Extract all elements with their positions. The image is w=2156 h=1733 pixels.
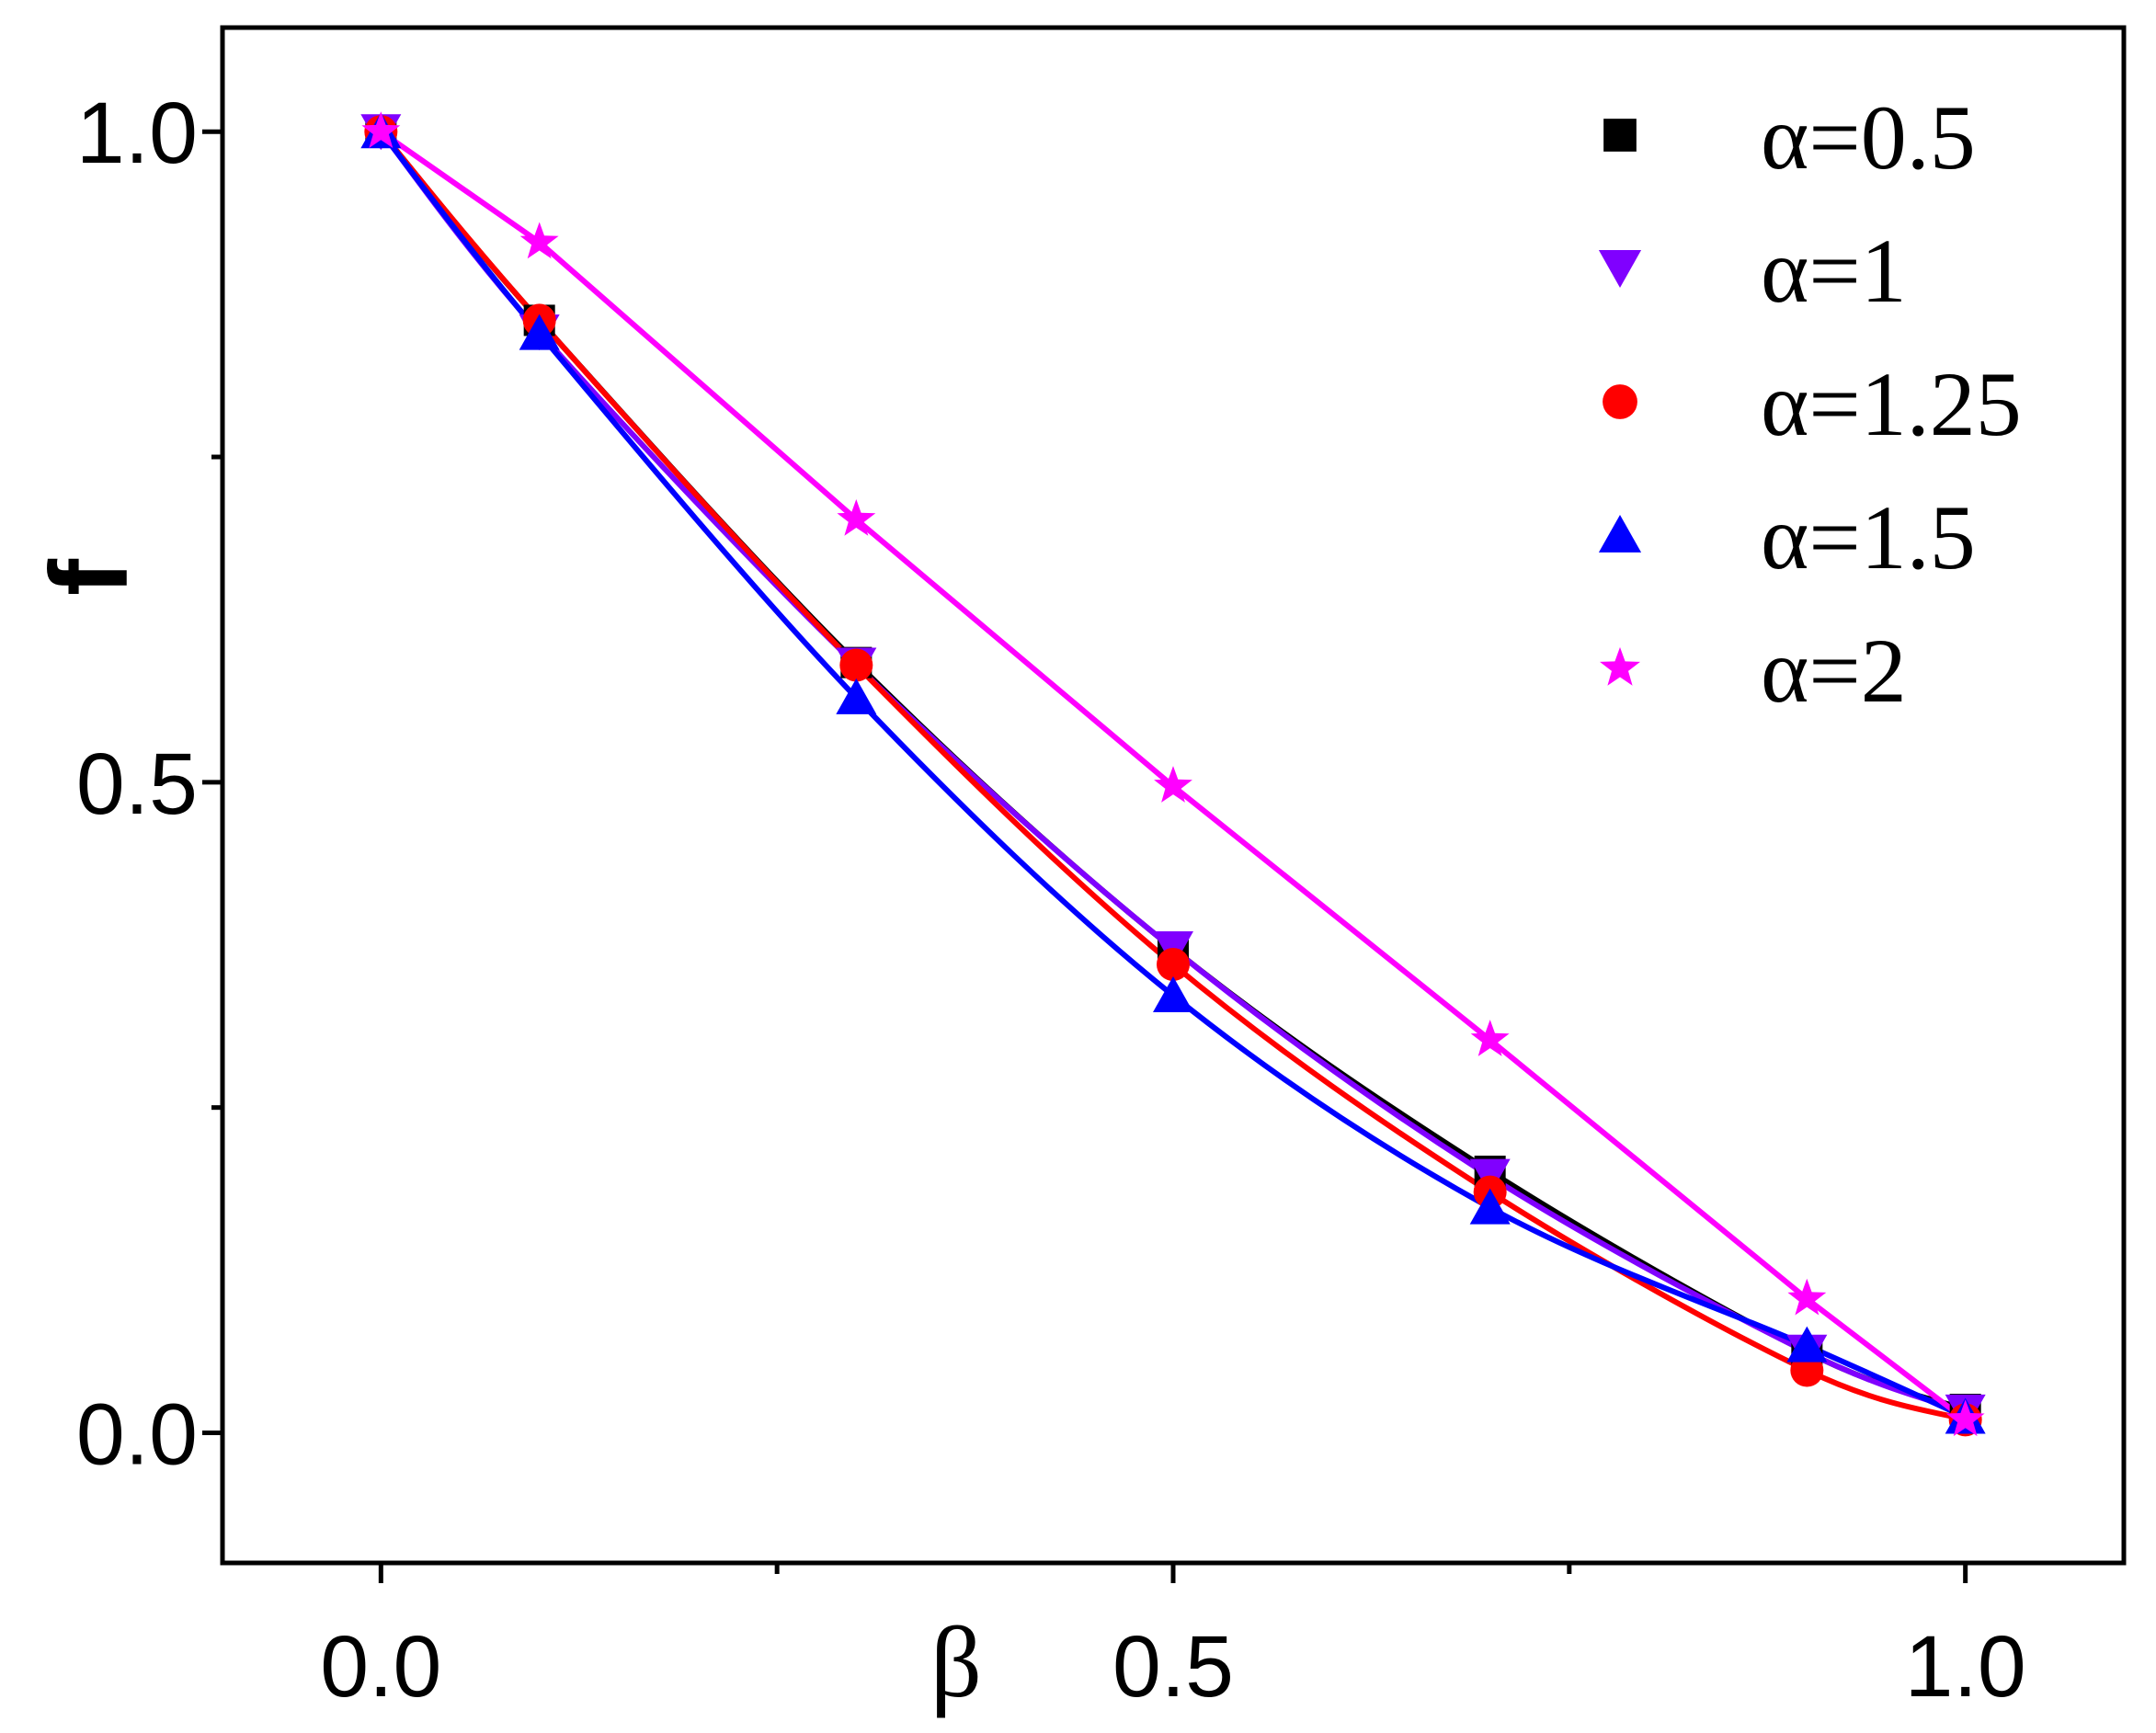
data-point-s5-6 bbox=[1787, 1278, 1827, 1316]
y-tick-label: 0.5 bbox=[76, 735, 198, 833]
legend-marker-1 bbox=[1603, 119, 1637, 152]
x-tick-label: 0.5 bbox=[1112, 1618, 1234, 1716]
x-tick-label: 0.0 bbox=[320, 1618, 441, 1716]
legend-marker-4 bbox=[1598, 514, 1642, 553]
legend-label-5: α=2 bbox=[1761, 620, 1907, 722]
y-tick-label: 0.0 bbox=[76, 1385, 198, 1483]
data-point-s5-3 bbox=[837, 499, 876, 536]
series-line-4 bbox=[378, 130, 1967, 1420]
series-line-3 bbox=[379, 130, 1967, 1423]
data-point-s5-5 bbox=[1470, 1020, 1510, 1056]
x-axis-label: β bbox=[930, 1606, 982, 1718]
data-point-s5-2 bbox=[519, 222, 559, 259]
y-axis-label: f bbox=[28, 558, 151, 596]
legend: α=0.5 α=1 α=1.25 α=1.5 α=2 bbox=[1598, 86, 2022, 722]
legend-label-2: α=1 bbox=[1761, 220, 1907, 322]
x-tick-label: 1.0 bbox=[1905, 1618, 2026, 1716]
data-point-s5-7 bbox=[1945, 1399, 1985, 1437]
data-point-s4-2 bbox=[519, 314, 560, 350]
data-point-s3-3 bbox=[839, 648, 873, 682]
data-point-s4-4 bbox=[1153, 975, 1193, 1012]
legend-marker-5 bbox=[1600, 646, 1640, 686]
data-point-s5-1 bbox=[361, 111, 401, 148]
data-point-s5-4 bbox=[1154, 766, 1192, 803]
legend-label-1: α=0.5 bbox=[1761, 86, 1976, 188]
markers-layer bbox=[360, 111, 1986, 1437]
data-point-s3-4 bbox=[1157, 947, 1190, 981]
legend-marker-2 bbox=[1598, 250, 1642, 288]
y-tick-label: 1.0 bbox=[76, 85, 198, 182]
legend-label-3: α=1.25 bbox=[1761, 353, 2022, 455]
legend-marker-3 bbox=[1603, 384, 1637, 419]
axes-layer: 0.0 0.5 1.0 0.0 0.5 1.0 bbox=[76, 85, 2026, 1716]
data-point-s4-3 bbox=[836, 678, 877, 714]
data-point-s4-5 bbox=[1469, 1188, 1511, 1225]
legend-label-4: α=1.5 bbox=[1761, 486, 1976, 588]
data-point-s4-6 bbox=[1786, 1326, 1828, 1362]
